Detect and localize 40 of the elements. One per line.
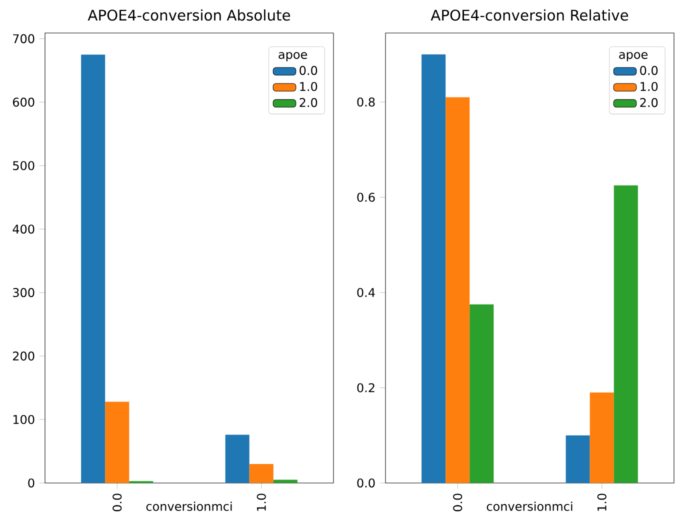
legend-title: apoe	[619, 52, 648, 62]
y-tick-label: 700	[13, 34, 34, 44]
legend-label: 0.0	[300, 66, 318, 76]
y-tick-label: 500	[13, 161, 34, 170]
y-tick-label: 0.2	[357, 383, 374, 392]
bar	[273, 480, 298, 483]
x-axis-title: conversionmci	[486, 502, 572, 511]
legend-title: apoe	[278, 52, 308, 62]
x-axis-title: conversionmci	[146, 502, 232, 511]
y-tick-label: 400	[12, 224, 34, 234]
x-tick-label: 1.0	[256, 494, 266, 511]
bar	[446, 97, 470, 483]
bar	[470, 304, 494, 483]
y-tick-label: 0.6	[357, 192, 375, 202]
bar	[590, 392, 614, 483]
bar	[566, 435, 590, 483]
legend-label: 1.0	[640, 82, 658, 92]
legend-label: 2.0	[300, 98, 318, 108]
chart-title: APOE4-conversion Absolute	[88, 9, 290, 21]
legend-label: 0.0	[640, 66, 658, 76]
chart-title: APOE4-conversion Relative	[430, 9, 628, 21]
bar	[422, 54, 446, 483]
legend-label: 2.0	[640, 98, 658, 108]
bar	[614, 185, 638, 483]
bar	[249, 464, 274, 483]
y-tick-label: 0	[28, 478, 34, 488]
y-tick-label: 600	[12, 98, 34, 107]
x-tick-label: 0.0	[453, 494, 462, 512]
x-tick-label: 1.0	[597, 494, 606, 511]
bar	[225, 434, 250, 483]
y-tick-label: 0.4	[357, 288, 375, 298]
y-tick-label: 0.0	[357, 478, 375, 488]
y-tick-label: 0.8	[357, 97, 375, 107]
x-tick-label: 0.0	[112, 494, 122, 512]
y-tick-label: 100	[13, 414, 34, 424]
y-tick-label: 200	[13, 352, 34, 361]
bar	[81, 54, 106, 483]
y-tick-label: 300	[13, 288, 34, 298]
bar	[105, 402, 130, 483]
legend-label: 1.0	[300, 82, 318, 92]
